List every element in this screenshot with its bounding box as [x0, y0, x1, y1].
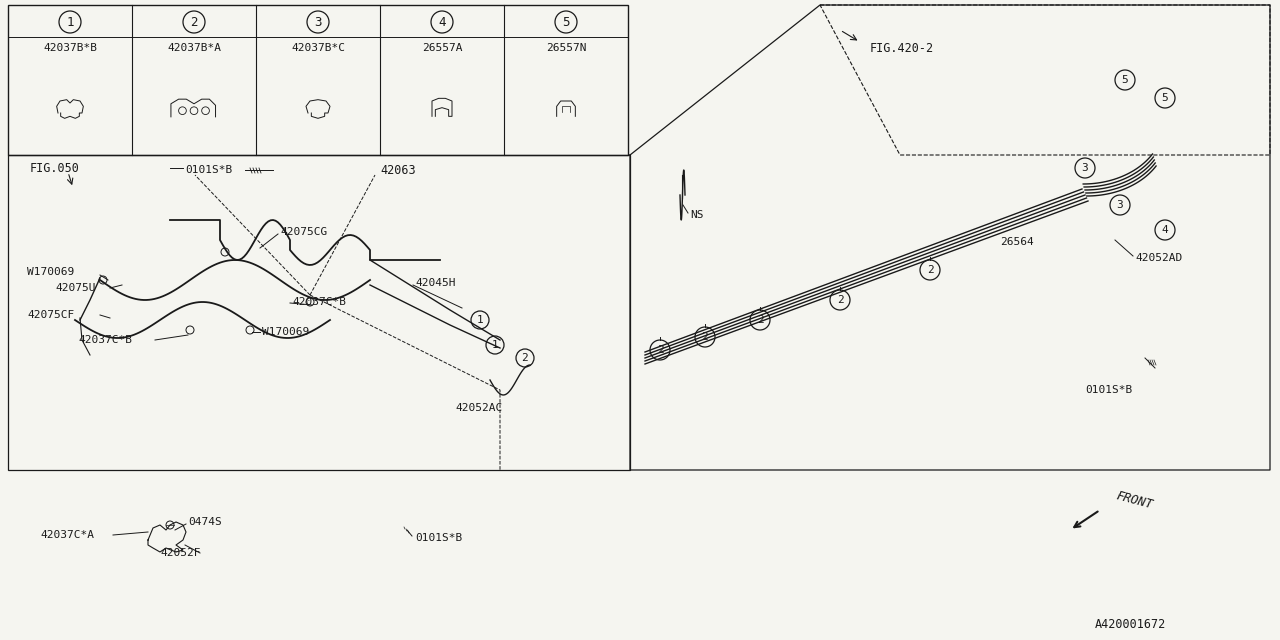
Text: 26557N: 26557N: [545, 43, 586, 53]
Text: 2: 2: [837, 295, 844, 305]
Text: 1: 1: [67, 15, 74, 29]
Text: 26557A: 26557A: [421, 43, 462, 53]
Text: 1: 1: [492, 340, 498, 350]
Text: 2: 2: [191, 15, 197, 29]
Text: 42037C*A: 42037C*A: [40, 530, 93, 540]
Text: 2: 2: [657, 345, 663, 355]
Text: 42045H: 42045H: [415, 278, 456, 288]
Text: 3: 3: [1116, 200, 1124, 210]
Text: 2: 2: [522, 353, 529, 363]
Text: FIG.050: FIG.050: [29, 161, 79, 175]
Text: 5: 5: [1121, 75, 1129, 85]
Bar: [8, 5, 628, 155]
Text: 42037C*B: 42037C*B: [78, 335, 132, 345]
Text: 2: 2: [927, 265, 933, 275]
Text: 5: 5: [562, 15, 570, 29]
Text: 0101S*B: 0101S*B: [186, 165, 232, 175]
Text: 42052AC: 42052AC: [454, 403, 502, 413]
Text: 3: 3: [315, 15, 321, 29]
Text: 42075CG: 42075CG: [280, 227, 328, 237]
Bar: [8, 155, 630, 470]
Text: W170069: W170069: [27, 267, 74, 277]
Text: 26564: 26564: [1000, 237, 1034, 247]
Text: 4: 4: [438, 15, 445, 29]
Text: 42037B*C: 42037B*C: [291, 43, 346, 53]
Text: FIG.420-2: FIG.420-2: [870, 42, 934, 54]
Text: A420001672: A420001672: [1094, 618, 1166, 632]
Text: 42075U: 42075U: [55, 283, 96, 293]
Text: 42063: 42063: [380, 163, 416, 177]
Text: 0101S*B: 0101S*B: [1085, 385, 1133, 395]
Text: 42037C*B: 42037C*B: [292, 297, 346, 307]
Text: 42037B*A: 42037B*A: [166, 43, 221, 53]
Text: 1: 1: [476, 315, 484, 325]
Text: 42052F: 42052F: [160, 548, 201, 558]
Text: 4: 4: [1162, 225, 1169, 235]
Text: 42037B*B: 42037B*B: [44, 43, 97, 53]
Text: 5: 5: [1162, 93, 1169, 103]
Text: 42075CF: 42075CF: [27, 310, 74, 320]
Text: 2: 2: [756, 315, 763, 325]
Text: 42052AD: 42052AD: [1135, 253, 1183, 263]
Text: W170069: W170069: [262, 327, 310, 337]
Text: 0474S: 0474S: [188, 517, 221, 527]
Text: 2: 2: [701, 332, 708, 342]
Text: 3: 3: [1082, 163, 1088, 173]
Text: 0101S*B: 0101S*B: [415, 533, 462, 543]
Text: FRONT: FRONT: [1115, 489, 1155, 511]
Text: NS: NS: [690, 210, 704, 220]
